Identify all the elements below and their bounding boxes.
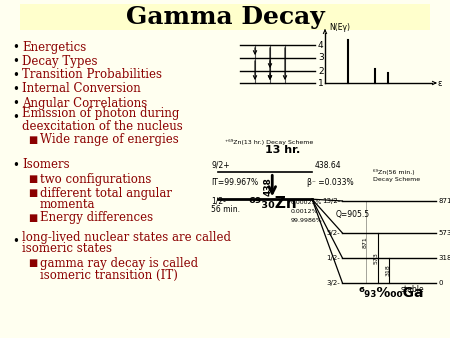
- Text: Decay Scheme: Decay Scheme: [373, 177, 420, 183]
- Text: 0.00025%: 0.00025%: [291, 200, 322, 205]
- FancyBboxPatch shape: [20, 4, 430, 30]
- Text: •: •: [12, 54, 19, 68]
- Text: Isomers: Isomers: [22, 159, 70, 171]
- Text: •: •: [12, 82, 19, 96]
- Text: different total angular: different total angular: [40, 187, 172, 199]
- Text: •: •: [12, 112, 19, 124]
- Text: ⁶⁹₃₀Zn: ⁶⁹₃₀Zn: [249, 196, 297, 211]
- Text: isomeric transition (IT): isomeric transition (IT): [40, 268, 178, 282]
- Text: 871.70: 871.70: [438, 198, 450, 204]
- Text: N(Eγ): N(Eγ): [329, 23, 350, 32]
- Text: stable: stable: [401, 285, 425, 294]
- Text: 1: 1: [318, 78, 324, 88]
- Text: ■: ■: [28, 174, 37, 184]
- Text: •: •: [12, 41, 19, 53]
- Text: ε: ε: [438, 78, 442, 88]
- Text: 1/2-: 1/2-: [326, 255, 340, 261]
- Text: IT=99.967%: IT=99.967%: [212, 178, 259, 187]
- Text: 5/2-: 5/2-: [327, 230, 340, 236]
- Text: ⁺⁶⁹Zn(13 hr.) Decay Scheme: ⁺⁶⁹Zn(13 hr.) Decay Scheme: [225, 139, 314, 145]
- Text: ■: ■: [28, 258, 37, 268]
- Text: β⁻ =0.033%: β⁻ =0.033%: [307, 178, 354, 187]
- Text: Q=905.5: Q=905.5: [335, 210, 369, 219]
- Text: 0.0012%: 0.0012%: [291, 209, 319, 214]
- Text: gamma ray decay is called: gamma ray decay is called: [40, 257, 198, 269]
- Text: momenta: momenta: [40, 198, 95, 212]
- Text: deexcitation of the nucleus: deexcitation of the nucleus: [22, 121, 183, 134]
- Text: 871: 871: [362, 236, 367, 248]
- Text: long-lived nuclear states are called: long-lived nuclear states are called: [22, 231, 231, 243]
- Text: 1/2-: 1/2-: [212, 197, 226, 206]
- Text: 3: 3: [318, 53, 324, 63]
- Text: Angular Correlations: Angular Correlations: [22, 97, 147, 110]
- Text: two configurations: two configurations: [40, 172, 151, 186]
- Text: 438: 438: [264, 177, 273, 196]
- Text: 438.64: 438.64: [315, 161, 341, 170]
- Text: ⁶⁹Zn(56 min.): ⁶⁹Zn(56 min.): [373, 169, 414, 175]
- Text: •: •: [12, 69, 19, 81]
- Text: 318: 318: [386, 265, 391, 276]
- Text: Decay Types: Decay Types: [22, 54, 98, 68]
- Text: ■: ■: [28, 213, 37, 223]
- Text: Wide range of energies: Wide range of energies: [40, 134, 179, 146]
- Text: 9/2+: 9/2+: [212, 161, 230, 170]
- Text: 13/2-: 13/2-: [322, 198, 340, 204]
- Text: 2: 2: [318, 67, 324, 75]
- Text: isomeric states: isomeric states: [22, 242, 112, 256]
- Text: 3/2-: 3/2-: [326, 280, 340, 286]
- Text: Gamma Decay: Gamma Decay: [126, 5, 324, 29]
- Text: 56 min.: 56 min.: [212, 204, 240, 214]
- Text: 4: 4: [318, 41, 324, 49]
- Text: 318.40: 318.40: [438, 255, 450, 261]
- Text: ■: ■: [28, 135, 37, 145]
- Text: 573: 573: [374, 252, 379, 264]
- Text: •: •: [12, 97, 19, 110]
- Text: ■: ■: [28, 188, 37, 198]
- Text: 13 hr.: 13 hr.: [265, 145, 301, 155]
- Text: Emission of photon during: Emission of photon during: [22, 107, 180, 121]
- Text: ⁶₉₃‱Ga: ⁶₉₃‱Ga: [359, 286, 424, 300]
- Text: Energetics: Energetics: [22, 41, 86, 53]
- Text: •: •: [12, 159, 19, 171]
- Text: 0: 0: [438, 280, 443, 286]
- Text: 573.90: 573.90: [438, 230, 450, 236]
- Text: 99.9986%: 99.9986%: [291, 218, 323, 223]
- Text: Energy differences: Energy differences: [40, 212, 153, 224]
- Text: Transition Probabilities: Transition Probabilities: [22, 69, 162, 81]
- Text: Internal Conversion: Internal Conversion: [22, 82, 141, 96]
- Text: •: •: [12, 236, 19, 248]
